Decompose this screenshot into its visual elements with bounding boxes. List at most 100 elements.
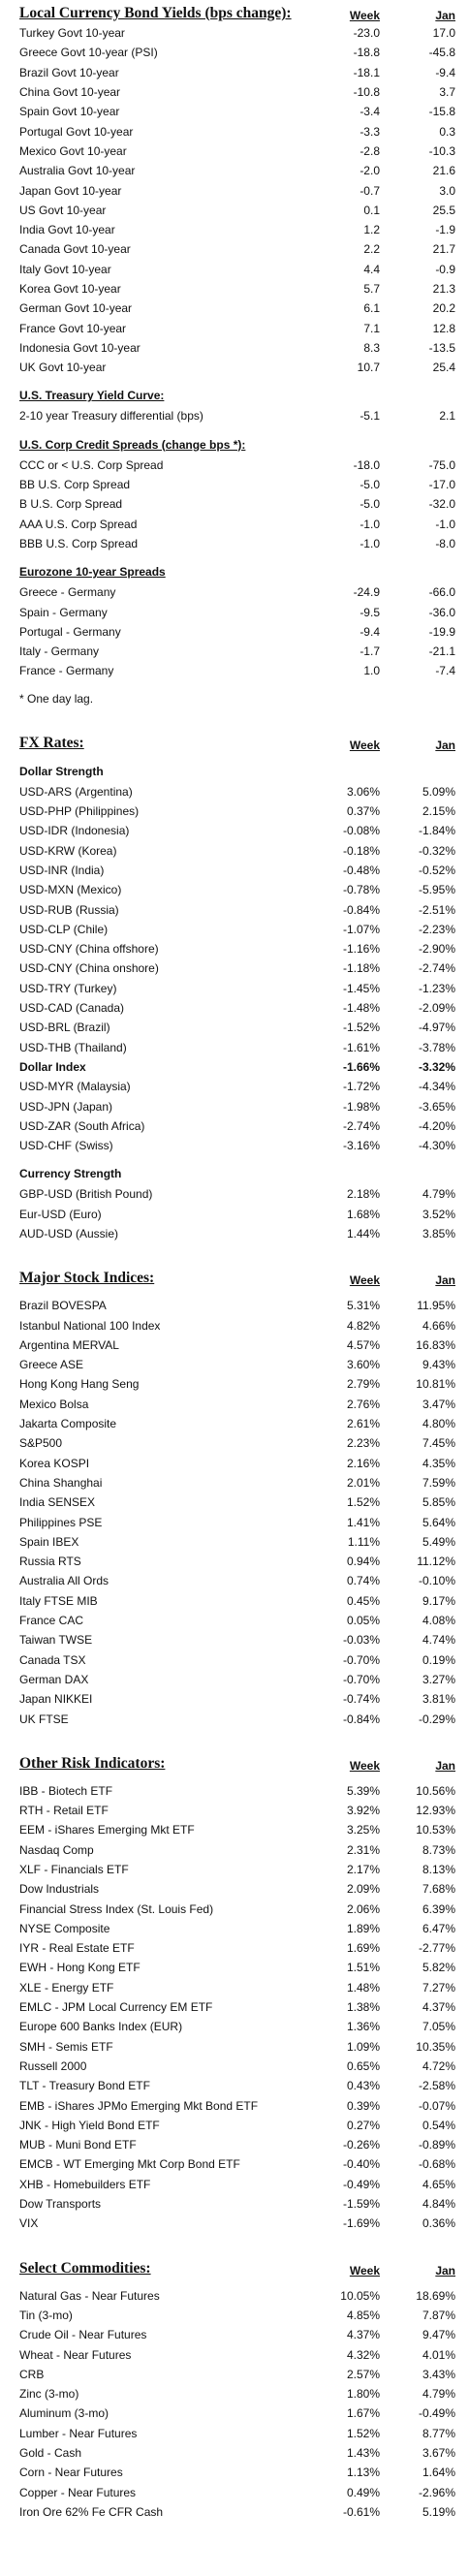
- row-label: Greece - Germany: [19, 585, 116, 600]
- week-value: 1.52%: [346, 2426, 380, 2440]
- jan-value: 5.64%: [422, 1515, 455, 1529]
- table-row: France Govt 10-year 7.1 12.8: [19, 318, 455, 337]
- jan-value: 4.72%: [422, 2058, 455, 2073]
- jan-value: 8.13%: [422, 1863, 455, 1876]
- row-label: Hong Kong Hang Seng: [19, 1377, 140, 1392]
- row-label: Dollar Index: [19, 1059, 86, 1074]
- jan-value: 20.2: [432, 301, 455, 316]
- table-row: IYR - Real Estate ETF 1.69% -2.77%: [19, 1938, 455, 1958]
- table-row: SMH - Semis ETF 1.09% 10.35%: [19, 2037, 455, 2057]
- row-label: USD-MXN (Mexico): [19, 883, 122, 897]
- table-row: Greece Govt 10-year (PSI) -18.8 -45.8: [19, 43, 455, 62]
- table-row: VIX -1.69% 0.36%: [19, 2214, 455, 2233]
- table-row: German DAX -0.70% 3.27%: [19, 1670, 455, 1689]
- table-row: JNK - High Yield Bond ETF 0.27% 0.54%: [19, 2116, 455, 2135]
- row-label: Turkey Govt 10-year: [19, 26, 125, 41]
- row-label: USD-TRY (Turkey): [19, 981, 117, 995]
- week-value: 10.7: [357, 361, 380, 375]
- table-row: Indonesia Govt 10-year 8.3 -13.5: [19, 338, 455, 358]
- table-row: Nasdaq Comp 2.31% 8.73%: [19, 1840, 455, 1860]
- table-row: EWH - Hong Kong ETF 1.51% 5.82%: [19, 1958, 455, 1977]
- commodities-title: Select Commodities:: [19, 2259, 151, 2277]
- row-label: VIX: [19, 2216, 39, 2231]
- jan-value: 4.37%: [422, 2000, 455, 2015]
- local-yields-table: Turkey Govt 10-year -23.0 17.0 Greece Govt …: [19, 23, 455, 377]
- row-label: UK FTSE: [19, 1712, 69, 1726]
- week-value: -5.0: [360, 497, 380, 512]
- jan-value: -45.8: [428, 46, 455, 60]
- table-row: USD-PHP (Philippines) 0.37% 2.15%: [19, 801, 455, 821]
- jan-value: 4.01%: [422, 2347, 455, 2362]
- risk-table: IBB - Biotech ETF 5.39% 10.56% RTH - Retail…: [19, 1781, 455, 2234]
- row-label: France CAC: [19, 1614, 84, 1628]
- table-row: Wheat - Near Futures 4.32% 4.01%: [19, 2344, 455, 2364]
- row-label: Brazil BOVESPA: [19, 1299, 107, 1313]
- row-label: Dow Transports: [19, 2197, 102, 2212]
- week-value: 2.17%: [346, 1863, 380, 1876]
- row-label: IYR - Real Estate ETF: [19, 1941, 135, 1956]
- jan-column-header: Jan: [435, 738, 455, 752]
- jan-column-header: Jan: [435, 1273, 455, 1288]
- jan-value: 7.68%: [422, 1882, 455, 1897]
- week-value: 2.06%: [346, 1901, 380, 1916]
- row-label: USD-MYR (Malaysia): [19, 1080, 131, 1094]
- week-value: 0.39%: [346, 2098, 380, 2113]
- jan-value: -0.10%: [418, 1574, 455, 1588]
- row-label: USD-INR (India): [19, 863, 105, 877]
- week-value: 3.25%: [346, 1823, 380, 1838]
- row-label: Eur-USD (Euro): [19, 1207, 102, 1221]
- week-value: 1.38%: [346, 2000, 380, 2015]
- jan-value: -21.1: [428, 644, 455, 659]
- week-value: 2.16%: [346, 1456, 380, 1470]
- row-label: USD-CLP (Chile): [19, 922, 109, 936]
- jan-value: 3.85%: [422, 1226, 455, 1241]
- row-label: USD-CNY (China offshore): [19, 942, 159, 957]
- table-row: USD-TRY (Turkey) -1.45% -1.23%: [19, 979, 455, 998]
- table-row: India Govt 10-year 1.2 -1.9: [19, 220, 455, 239]
- jan-value: -2.58%: [418, 2079, 455, 2093]
- jan-value: 12.93%: [416, 1804, 455, 1818]
- table-row: USD-INR (India) -0.48% -0.52%: [19, 861, 455, 880]
- week-value: 0.1: [363, 203, 380, 217]
- row-label: Greece Govt 10-year (PSI): [19, 46, 158, 60]
- week-value: 5.39%: [346, 1783, 380, 1798]
- week-value: -1.7: [360, 644, 380, 659]
- week-value: 1.41%: [346, 1515, 380, 1529]
- row-label: NYSE Composite: [19, 1921, 110, 1935]
- week-value: 1.36%: [346, 2020, 380, 2034]
- week-value: 4.57%: [346, 1337, 380, 1352]
- stocks-table: Brazil BOVESPA 5.31% 11.95% Istanbul Nation…: [19, 1296, 455, 1729]
- week-value: 2.18%: [346, 1187, 380, 1202]
- week-value: -18.0: [353, 457, 380, 472]
- jan-value: -15.8: [428, 105, 455, 119]
- table-row: AAA U.S. Corp Spread -1.0 -1.0: [19, 515, 455, 534]
- jan-value: 5.82%: [422, 1961, 455, 1975]
- row-label: 2-10 year Treasury differential (bps): [19, 409, 203, 424]
- jan-value: 0.36%: [422, 2216, 455, 2231]
- jan-value: 7.27%: [422, 1980, 455, 1995]
- commodities-table: Natural Gas - Near Futures 10.05% 18.69% Ti…: [19, 2286, 455, 2523]
- row-label: USD-BRL (Brazil): [19, 1021, 110, 1035]
- table-row: Greece ASE 3.60% 9.43%: [19, 1355, 455, 1374]
- week-value: 4.82%: [346, 1318, 380, 1333]
- week-value: -3.4: [360, 105, 380, 119]
- row-label: Mexico Govt 10-year: [19, 143, 127, 158]
- week-value: -0.08%: [342, 824, 380, 838]
- dollar-strength-title: Dollar Strength: [19, 764, 104, 778]
- jan-value: -17.0: [428, 478, 455, 492]
- row-label: IBB - Biotech ETF: [19, 1783, 113, 1798]
- row-label: EMCB - WT Emerging Mkt Corp Bond ETF: [19, 2157, 240, 2172]
- week-value: 1.09%: [346, 2039, 380, 2054]
- jan-value: -1.23%: [418, 981, 455, 995]
- row-label: USD-IDR (Indonesia): [19, 824, 130, 838]
- row-label: XLF - Financials ETF: [19, 1863, 129, 1876]
- jan-value: 3.47%: [422, 1397, 455, 1411]
- table-row: EEM - iShares Emerging Mkt ETF 3.25% 10.53…: [19, 1820, 455, 1839]
- jan-value: 12.8: [432, 321, 455, 335]
- week-value: 5.31%: [346, 1299, 380, 1313]
- row-label: Russia RTS: [19, 1555, 81, 1569]
- jan-value: -3.78%: [418, 1040, 455, 1054]
- table-row: USD-ARS (Argentina) 3.06% 5.09%: [19, 782, 455, 801]
- table-row: Italy FTSE MIB 0.45% 9.17%: [19, 1591, 455, 1611]
- jan-value: -2.74%: [418, 961, 455, 976]
